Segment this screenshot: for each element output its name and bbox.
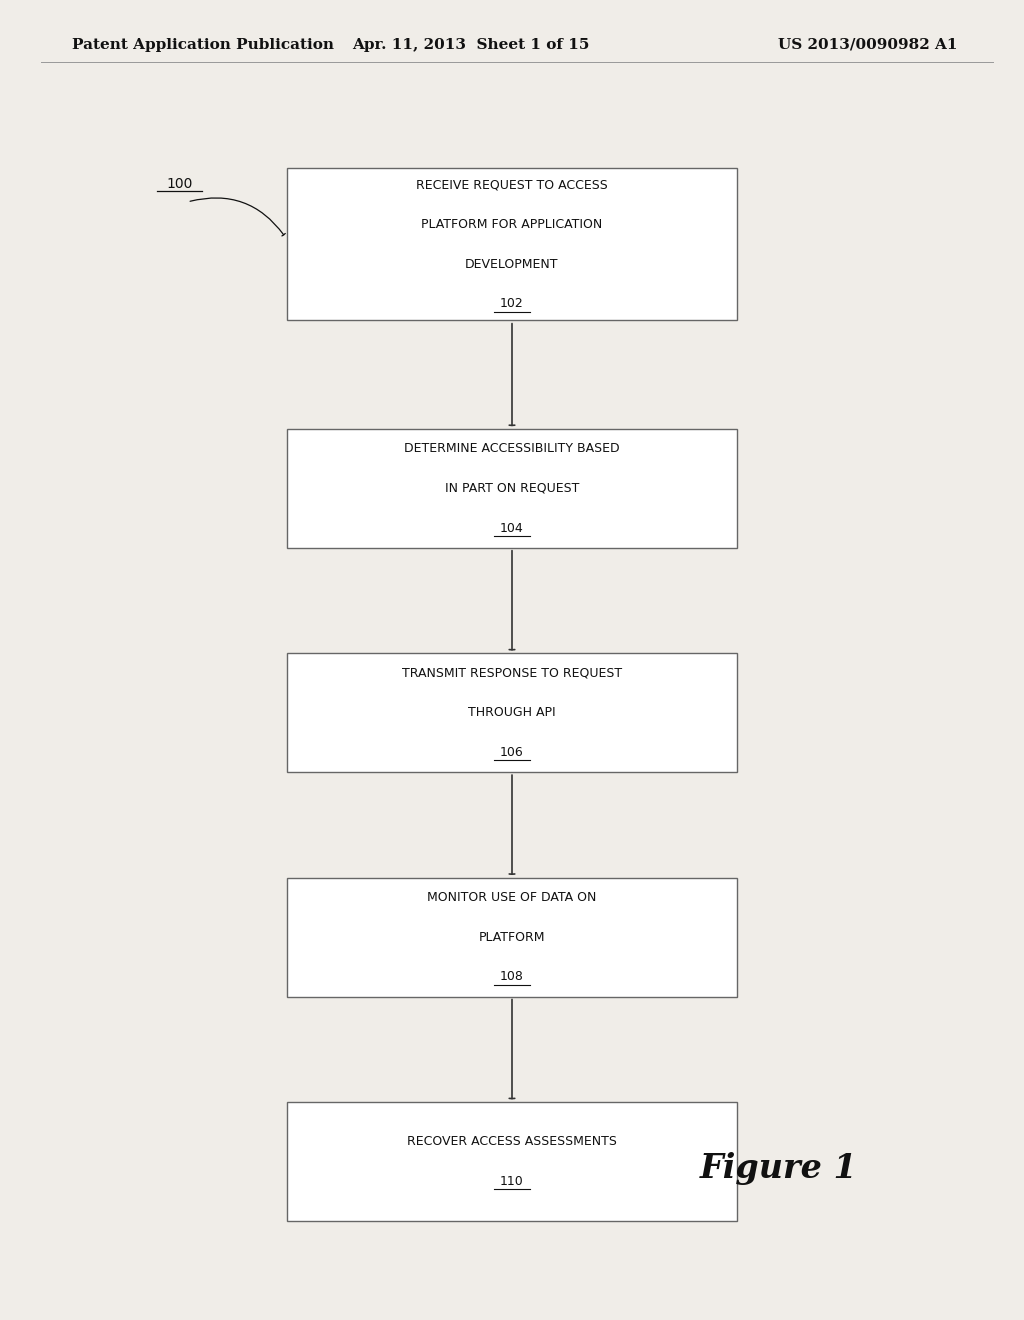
Text: 110: 110 (500, 1175, 524, 1188)
Text: PLATFORM: PLATFORM (479, 931, 545, 944)
Text: 106: 106 (500, 746, 524, 759)
Text: PLATFORM FOR APPLICATION: PLATFORM FOR APPLICATION (421, 218, 603, 231)
Text: TRANSMIT RESPONSE TO REQUEST: TRANSMIT RESPONSE TO REQUEST (402, 667, 622, 680)
Text: RECEIVE REQUEST TO ACCESS: RECEIVE REQUEST TO ACCESS (416, 178, 608, 191)
Text: 100: 100 (166, 177, 193, 191)
Text: MONITOR USE OF DATA ON: MONITOR USE OF DATA ON (427, 891, 597, 904)
Text: Patent Application Publication: Patent Application Publication (72, 38, 334, 51)
Text: DETERMINE ACCESSIBILITY BASED: DETERMINE ACCESSIBILITY BASED (404, 442, 620, 455)
Text: DEVELOPMENT: DEVELOPMENT (465, 257, 559, 271)
FancyBboxPatch shape (287, 169, 737, 321)
Text: 102: 102 (500, 297, 524, 310)
FancyBboxPatch shape (287, 1102, 737, 1221)
FancyBboxPatch shape (287, 653, 737, 772)
Text: RECOVER ACCESS ASSESSMENTS: RECOVER ACCESS ASSESSMENTS (408, 1135, 616, 1148)
Text: THROUGH API: THROUGH API (468, 706, 556, 719)
FancyBboxPatch shape (287, 878, 737, 997)
Text: Figure 1: Figure 1 (699, 1151, 857, 1185)
Text: 104: 104 (500, 521, 524, 535)
FancyBboxPatch shape (287, 429, 737, 548)
Text: IN PART ON REQUEST: IN PART ON REQUEST (444, 482, 580, 495)
Text: US 2013/0090982 A1: US 2013/0090982 A1 (778, 38, 957, 51)
Text: 108: 108 (500, 970, 524, 983)
Text: Apr. 11, 2013  Sheet 1 of 15: Apr. 11, 2013 Sheet 1 of 15 (352, 38, 590, 51)
